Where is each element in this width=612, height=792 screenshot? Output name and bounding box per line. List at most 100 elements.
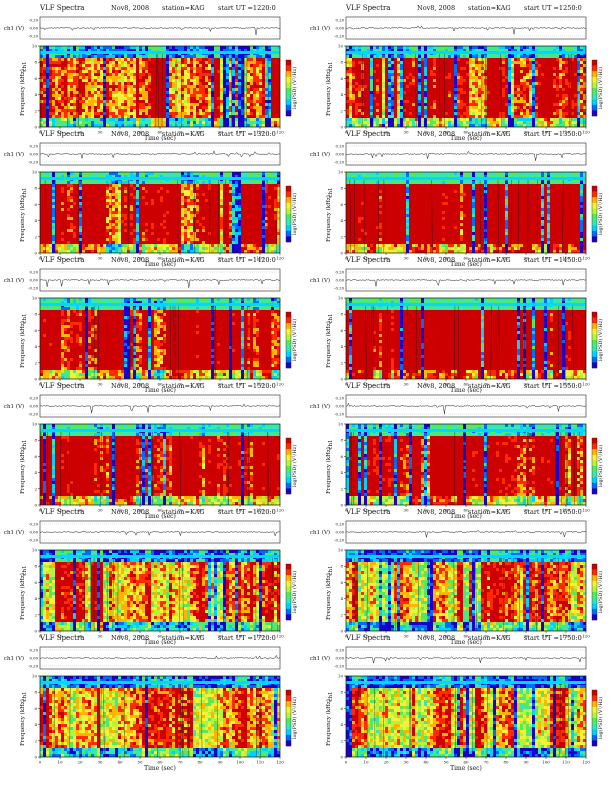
heatmap-cell bbox=[85, 181, 89, 185]
heatmap-cell bbox=[529, 58, 533, 62]
heatmap-cell bbox=[115, 73, 119, 77]
heatmap-cell bbox=[409, 82, 413, 86]
heatmap-cell bbox=[271, 82, 275, 86]
heatmap-cell bbox=[532, 100, 536, 104]
heatmap-cell bbox=[559, 91, 563, 95]
heatmap-cell bbox=[241, 109, 245, 113]
heatmap-cell bbox=[259, 103, 263, 107]
heatmap-cell bbox=[256, 76, 260, 80]
heatmap-cell bbox=[541, 85, 545, 89]
heatmap-cell bbox=[388, 94, 392, 98]
heatmap-cell bbox=[109, 82, 113, 86]
heatmap-cell bbox=[565, 91, 569, 95]
heatmap-cell bbox=[139, 91, 143, 95]
heatmap-cell bbox=[580, 94, 584, 98]
heatmap-cell bbox=[43, 181, 47, 185]
heatmap-cell bbox=[547, 121, 551, 125]
heatmap-cell bbox=[262, 106, 266, 110]
heatmap-cell bbox=[559, 61, 563, 65]
heatmap-cell bbox=[163, 64, 167, 68]
heatmap-cell bbox=[70, 118, 74, 122]
heatmap-cell bbox=[364, 124, 368, 127]
heatmap-cell bbox=[475, 106, 479, 110]
heatmap-cell bbox=[49, 103, 53, 107]
heatmap-cell bbox=[430, 49, 434, 53]
heatmap-cell bbox=[355, 115, 359, 119]
heatmap-cell bbox=[445, 118, 449, 122]
heatmap-cell bbox=[472, 67, 476, 71]
colorbar-segment bbox=[592, 110, 597, 117]
heatmap-cell bbox=[277, 88, 280, 92]
heatmap-cell bbox=[124, 121, 128, 125]
heatmap-cell bbox=[502, 103, 506, 107]
heatmap-cell bbox=[457, 58, 461, 62]
heatmap-cell bbox=[418, 70, 422, 74]
heatmap-cell bbox=[52, 73, 56, 77]
heatmap-cell bbox=[139, 55, 143, 59]
heatmap-cell bbox=[397, 94, 401, 98]
heatmap-cell bbox=[472, 76, 476, 80]
heatmap-cell bbox=[436, 97, 440, 101]
heatmap-cell bbox=[133, 109, 137, 113]
heatmap-cell bbox=[496, 67, 500, 71]
heatmap-cell bbox=[277, 124, 280, 127]
heatmap-cell bbox=[535, 109, 539, 113]
heatmap-cell bbox=[235, 55, 239, 59]
heatmap-cell bbox=[499, 115, 503, 119]
heatmap-cell bbox=[79, 190, 83, 194]
heatmap-cell bbox=[544, 64, 548, 68]
heatmap-cell bbox=[160, 46, 164, 50]
heatmap-cell bbox=[265, 124, 269, 127]
heatmap-cell bbox=[61, 172, 65, 176]
heatmap-cell bbox=[199, 103, 203, 107]
heatmap-cell bbox=[544, 82, 548, 86]
heatmap-cell bbox=[391, 91, 395, 95]
spectrogram-panel: VLF Spectra Nov8, 2008 station=KAG start UT… bbox=[4, 130, 298, 268]
heatmap-cell bbox=[442, 85, 446, 89]
heatmap-cell bbox=[262, 82, 266, 86]
heatmap-cell bbox=[52, 94, 56, 98]
heatmap-cell bbox=[364, 121, 368, 125]
heatmap-cell bbox=[217, 124, 221, 127]
heatmap-cell bbox=[505, 70, 509, 74]
heatmap-cell bbox=[493, 94, 497, 98]
heatmap-cell bbox=[148, 73, 152, 77]
heatmap-cell bbox=[43, 88, 47, 92]
heatmap-cell bbox=[79, 85, 83, 89]
heatmap-cell bbox=[121, 70, 125, 74]
heatmap-cell bbox=[163, 109, 167, 113]
heatmap-cell bbox=[124, 49, 128, 53]
heatmap-cell bbox=[574, 49, 578, 53]
heatmap-cell bbox=[214, 79, 218, 83]
heatmap-cell bbox=[400, 115, 404, 119]
heatmap-cell bbox=[175, 94, 179, 98]
heatmap-cell bbox=[454, 106, 458, 110]
heatmap-cell bbox=[499, 79, 503, 83]
heatmap-cell bbox=[229, 64, 233, 68]
heatmap-cell bbox=[403, 49, 407, 53]
heatmap-cell bbox=[115, 124, 119, 127]
heatmap-cell bbox=[220, 115, 224, 119]
heatmap-cell bbox=[226, 46, 230, 50]
heatmap-cell bbox=[226, 172, 230, 176]
heatmap-cell bbox=[364, 91, 368, 95]
heatmap-cell bbox=[109, 79, 113, 83]
heatmap-cell bbox=[469, 49, 473, 53]
heatmap-cell bbox=[502, 91, 506, 95]
heatmap-cell bbox=[472, 121, 476, 125]
heatmap-cell bbox=[475, 67, 479, 71]
heatmap-cell bbox=[376, 118, 380, 122]
heatmap-cell bbox=[430, 100, 434, 104]
heatmap-cell bbox=[97, 121, 101, 125]
heatmap-cell bbox=[358, 118, 362, 122]
heatmap-cell bbox=[253, 46, 257, 50]
heatmap-cell bbox=[442, 58, 446, 62]
heatmap-cell bbox=[196, 67, 200, 71]
heatmap-cell bbox=[346, 82, 350, 86]
heatmap-cell bbox=[448, 121, 452, 125]
heatmap-cell bbox=[442, 76, 446, 80]
heatmap-cell bbox=[358, 124, 362, 127]
heatmap-cell bbox=[67, 49, 71, 53]
heatmap-cell bbox=[478, 88, 482, 92]
heatmap-cell bbox=[79, 184, 83, 188]
